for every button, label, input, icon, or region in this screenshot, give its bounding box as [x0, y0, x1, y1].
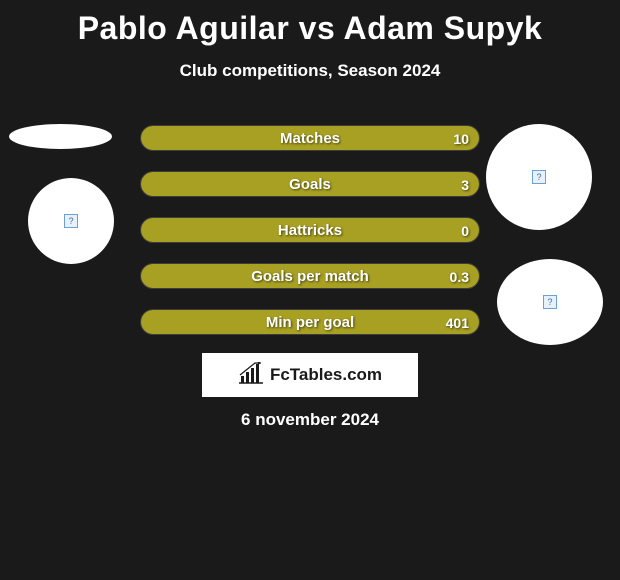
bar-chart-icon	[238, 362, 264, 389]
stat-bar-goals-per-match: Goals per match 0.3	[140, 263, 480, 289]
stat-bar-matches: Matches 10	[140, 125, 480, 151]
date-text: 6 november 2024	[0, 410, 620, 430]
stat-label: Min per goal	[141, 310, 479, 335]
circle-bottom-right: ?	[497, 259, 603, 345]
subtitle: Club competitions, Season 2024	[0, 61, 620, 81]
circle-left: ?	[28, 178, 114, 264]
stat-value-right: 3	[461, 172, 469, 197]
placeholder-icon: ?	[532, 170, 546, 184]
stat-bar-min-per-goal: Min per goal 401	[140, 309, 480, 335]
stat-value-right: 0	[461, 218, 469, 243]
stat-bar-goals: Goals 3	[140, 171, 480, 197]
ellipse-top-left	[9, 124, 112, 149]
stats-container: Matches 10 Goals 3 Hattricks 0 Goals per…	[140, 125, 480, 355]
stat-label: Hattricks	[141, 218, 479, 243]
circle-top-right: ?	[486, 124, 592, 230]
stat-value-right: 401	[446, 310, 469, 335]
stat-label: Goals	[141, 172, 479, 197]
placeholder-icon: ?	[543, 295, 557, 309]
brand-text: FcTables.com	[270, 365, 382, 385]
stat-value-right: 10	[453, 126, 469, 151]
stat-bar-hattricks: Hattricks 0	[140, 217, 480, 243]
page-title: Pablo Aguilar vs Adam Supyk	[0, 0, 620, 47]
stat-value-right: 0.3	[450, 264, 469, 289]
stat-label: Matches	[141, 126, 479, 151]
placeholder-icon: ?	[64, 214, 78, 228]
stat-label: Goals per match	[141, 264, 479, 289]
brand-badge: FcTables.com	[202, 353, 418, 397]
